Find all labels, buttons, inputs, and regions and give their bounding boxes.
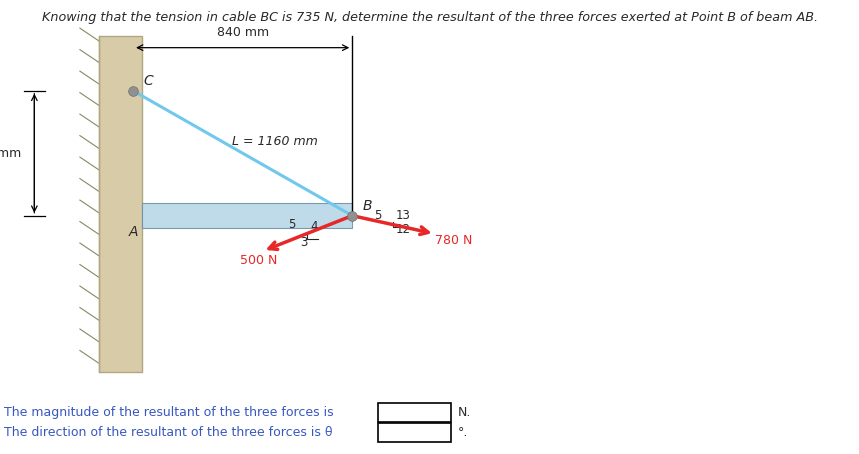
- Text: 500 N: 500 N: [240, 254, 277, 267]
- Text: L = 1160 mm: L = 1160 mm: [232, 135, 318, 148]
- Text: Knowing that the tension in cable BC is 735 N, determine the resultant of the th: Knowing that the tension in cable BC is …: [41, 11, 818, 25]
- Text: 3: 3: [301, 236, 308, 249]
- Text: A: A: [129, 225, 138, 239]
- Text: 5: 5: [289, 218, 296, 231]
- Text: 13: 13: [396, 209, 411, 222]
- Text: 12: 12: [396, 223, 411, 236]
- Bar: [378, 423, 451, 442]
- Text: N.: N.: [458, 406, 472, 419]
- Text: C: C: [143, 74, 153, 89]
- Text: B: B: [362, 199, 372, 213]
- Text: 5: 5: [375, 209, 382, 222]
- Text: 4: 4: [310, 220, 318, 233]
- Text: °.: °.: [458, 426, 468, 439]
- Text: 780 N: 780 N: [435, 234, 472, 247]
- Text: 840 mm: 840 mm: [216, 26, 269, 39]
- Polygon shape: [99, 36, 142, 372]
- Polygon shape: [142, 203, 352, 228]
- Text: The direction of the resultant of the three forces is θ: The direction of the resultant of the th…: [4, 426, 332, 439]
- Bar: [378, 403, 451, 422]
- Text: 800 mm: 800 mm: [0, 147, 21, 160]
- Text: The magnitude of the resultant of the three forces is: The magnitude of the resultant of the th…: [4, 406, 334, 419]
